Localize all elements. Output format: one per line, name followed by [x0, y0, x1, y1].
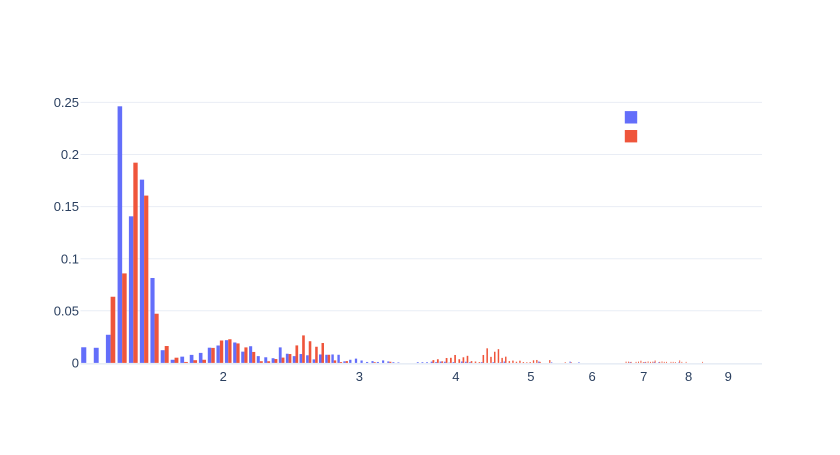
svg-text:2: 2	[220, 369, 227, 384]
svg-text:8: 8	[685, 369, 692, 384]
svg-text:0.25: 0.25	[54, 95, 79, 110]
svg-text:6: 6	[588, 369, 595, 384]
svg-text:9: 9	[725, 369, 732, 384]
svg-text:0.2: 0.2	[61, 147, 79, 162]
svg-text:0.05: 0.05	[54, 303, 79, 318]
svg-text:0.15: 0.15	[54, 199, 79, 214]
svg-text:0: 0	[72, 356, 79, 371]
svg-text:0.1: 0.1	[61, 251, 79, 266]
svg-text:5: 5	[527, 369, 534, 384]
svg-text:3: 3	[356, 369, 363, 384]
svg-text:4: 4	[452, 369, 459, 384]
svg-text:7: 7	[640, 369, 647, 384]
